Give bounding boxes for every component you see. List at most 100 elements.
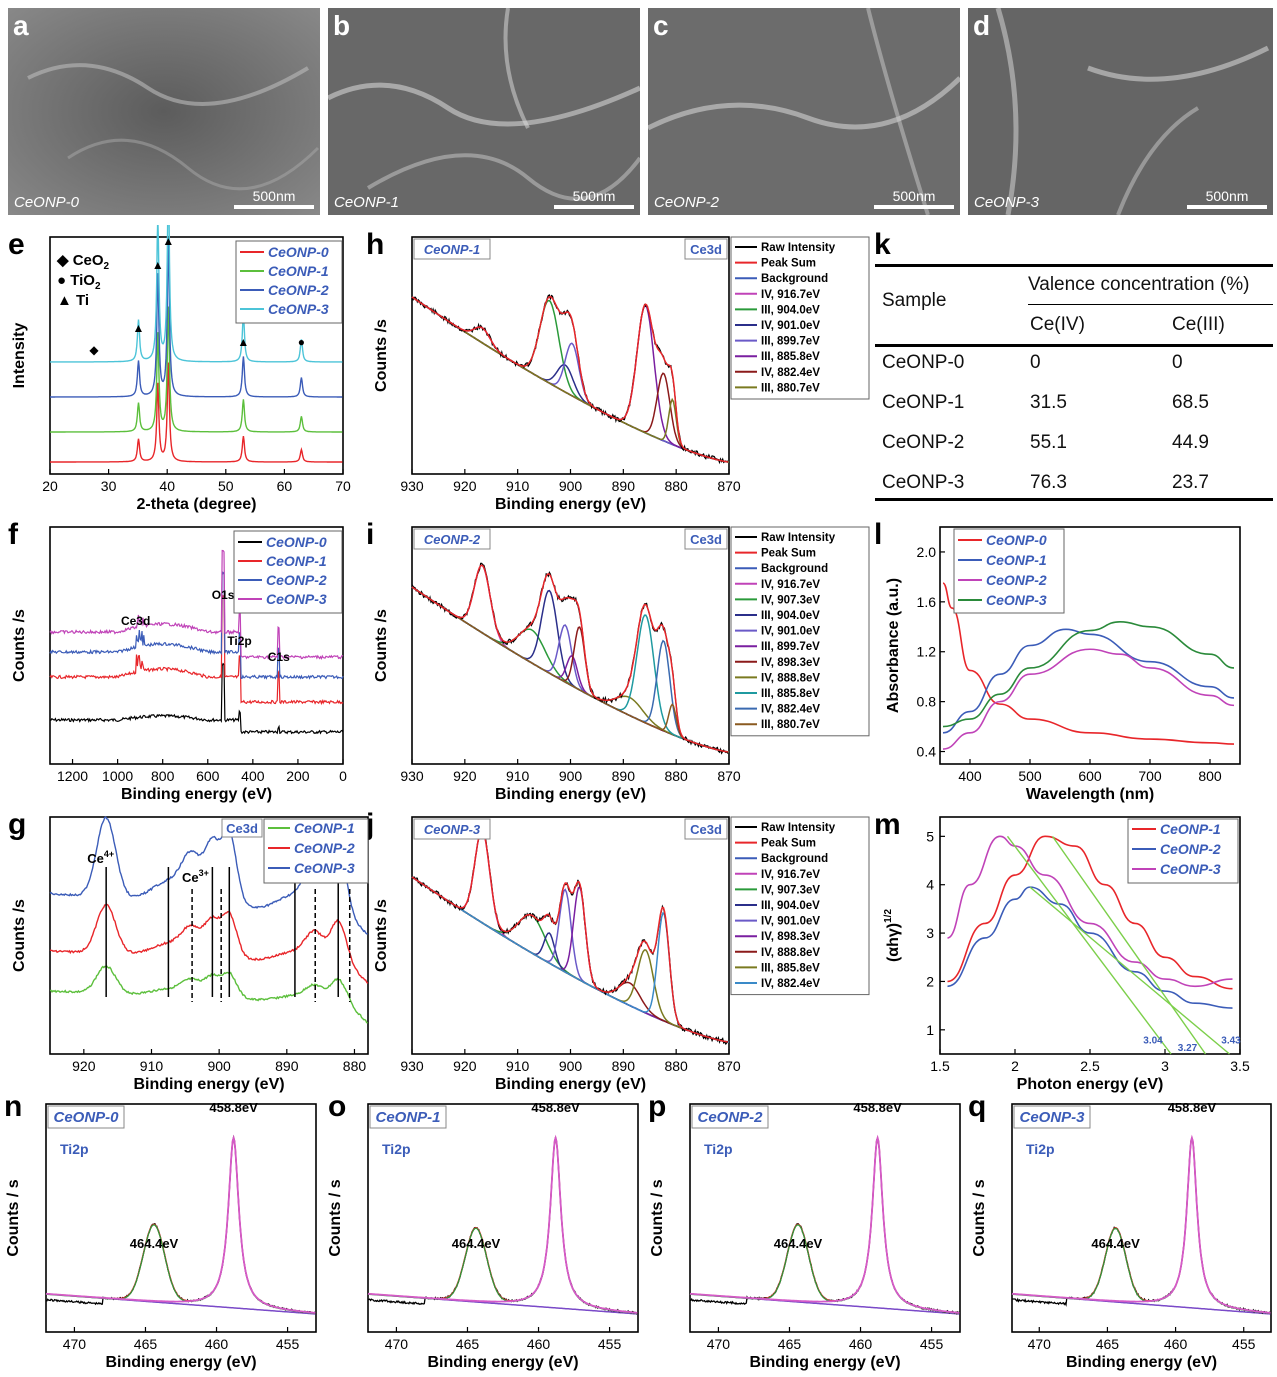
x-tick-label: 930 [400,768,424,784]
component-peak [411,876,730,1043]
y-tick-label: 0.4 [917,744,937,760]
peak-marker: ▲ [162,234,174,248]
peak-sum-line [1011,1135,1271,1314]
legend-label: Background [761,563,828,575]
legend-label: Background [761,853,828,865]
raw-intensity-line [411,830,729,1046]
marker-legend: ◆ CeO2 [56,252,110,272]
legend-label: CeONP-0 [986,532,1047,548]
absorbance-line-CeONP-1 [942,628,1235,734]
tangent-line [1006,835,1172,1055]
legend-label: IV, 907.3eV [761,884,820,896]
peak-label: 464.4eV [130,1236,179,1251]
legend-label: CeONP-3 [268,301,329,317]
ti2p-3-2-peak [367,1134,638,1314]
bandgap-label: 3.43 [1221,1035,1241,1046]
x-tick-label: 900 [559,768,583,784]
absorbance-line-CeONP-3 [942,620,1235,728]
ti2p-chart-p: 470 465 460 455 Binding energy (eV) Counts / … [649,1100,961,1371]
panel-letter-o: o [328,1090,347,1123]
raw-intensity-line [45,1134,316,1315]
legend-label: IV, 888.8eV [761,672,820,684]
sem-label: CeONP-2 [654,194,720,211]
sample-box [691,1105,769,1129]
survey-line-CeONP-2 [49,569,344,680]
component-peak [411,586,730,753]
legend-label: III, 899.7eV [761,641,820,653]
peak-annotation: O1s [212,588,235,602]
ti2p-chart-q: 470 465 460 455 Binding energy (eV) Counts / … [971,1100,1272,1371]
x-tick-label: 2.5 [1080,1058,1100,1074]
peak-label: 458.8eV [209,1100,258,1115]
ti2p-chart-n: 470 465 460 455 Binding energy (eV) Counts / … [5,1100,317,1371]
sample-label: CeONP-0 [53,1109,119,1126]
legend-label: CeONP-1 [986,552,1047,568]
legend-label: III, 885.8eV [761,688,820,700]
x-axis-label: Binding energy (eV) [495,1076,646,1093]
x-axis-label: Binding energy (eV) [133,1076,284,1093]
x-tick-label: 455 [276,1336,300,1352]
legend-label: CeONP-3 [1160,861,1221,877]
x-tick-label: 400 [241,768,265,784]
table-rule-group [1028,304,1273,305]
peak-label: 458.8eV [531,1100,580,1115]
legend-label: IV, 898.3eV [761,657,820,669]
tag-box [684,528,728,550]
x-tick-label: 870 [717,1058,741,1074]
tag-box [221,818,263,838]
tag-label: Ti2p [704,1141,733,1157]
panel-letter-c: c [653,10,669,41]
table-header-ce4: Ce(IV) [1030,314,1085,335]
x-axis-label: Binding energy (eV) [1066,1354,1217,1371]
panel-letter-j: j [366,808,375,841]
x-axis-label: Wavelength (nm) [1026,786,1154,803]
panel-letter-k: k [874,228,891,261]
component-peak [411,876,730,1043]
y-axis-label: Counts /s [373,319,390,392]
x-tick-label: 910 [506,478,530,494]
marker-legend: ● TiO2 [57,272,101,292]
x-tick-label: 930 [400,478,424,494]
ce3-label: Ce3+ [182,868,209,885]
y-tick-label: 1 [926,1022,934,1038]
sample-label: CeONP-3 [424,822,481,837]
legend-label: Raw Intensity [761,242,836,254]
peak-sum-line [45,1135,316,1314]
legend-label: IV, 916.7eV [761,579,820,591]
table-cell-ce4: 0 [1030,352,1041,373]
panel-letter-l: l [874,518,883,551]
panel-letter-p: p [648,1090,667,1123]
x-tick-label: 900 [559,478,583,494]
legend-label: IV, 901.0eV [761,320,820,332]
peak-label: 458.8eV [853,1100,902,1115]
legend-label: III, 904.0eV [761,304,820,316]
table-cell-sample: CeONP-1 [882,392,965,413]
table-cell-sample: CeONP-3 [882,472,965,493]
table-header-ce3: Ce(III) [1172,314,1225,335]
panel-letter-i: i [366,518,375,551]
component-peak [411,296,730,463]
sample-box [47,1105,125,1129]
legend-box [263,818,369,884]
legend-label: CeONP-2 [266,572,327,588]
sem-texture [968,8,1273,215]
panel-letter-f: f [8,518,18,551]
component-peak [411,876,730,1043]
xrd-line-CeONP-3 [50,225,343,363]
x-tick-label: 920 [453,478,477,494]
ce3d-fit-chart-j: 930 920 910 900 890 880 870 Binding energy (eV)… [373,816,870,1093]
tag-label: Ce3d [690,532,722,547]
survey-line-CeONP-1 [49,594,344,706]
x-axis-label: Binding energy (eV) [121,786,272,803]
y-axis-label: Counts / s [327,1179,344,1256]
legend-label: III, 904.0eV [761,610,820,622]
table-cell-ce4: 55.1 [1030,432,1067,453]
legend-label: IV, 888.8eV [761,947,820,959]
legend-label: Peak Sum [761,838,816,850]
ce3d-comparison-chart: 920 910 900 890 880 Binding energy (eV) Counts… [11,816,369,1093]
y-tick-label: 5 [926,828,934,844]
table-cell-ce3: 44.9 [1172,432,1209,453]
legend-label: IV, 882.4eV [761,704,820,716]
component-peak [411,828,730,1043]
y-axis-label: Absorbance (a.u.) [885,578,902,713]
